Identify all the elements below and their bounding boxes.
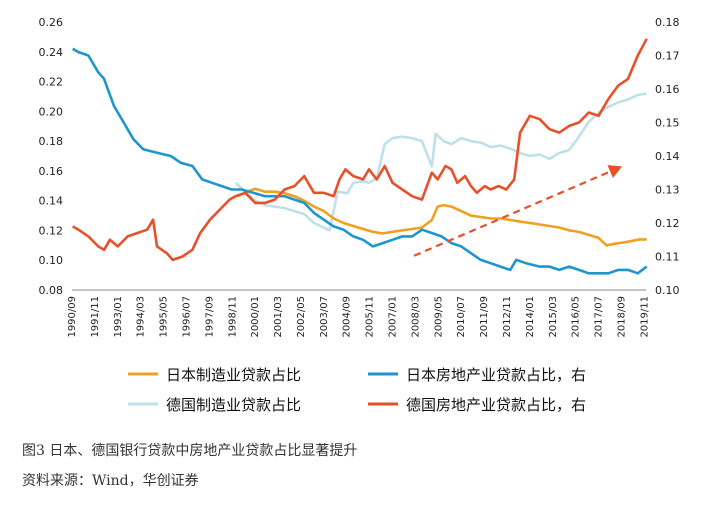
right-tick-label: 0.10 xyxy=(655,284,680,297)
right-tick-label: 0.17 xyxy=(655,50,680,63)
x-tick-label: 2011/09 xyxy=(479,296,490,338)
x-tick-label: 2019/11 xyxy=(639,296,650,338)
right-tick-label: 0.15 xyxy=(655,117,680,130)
legend-label-japan-manufacturing: 日本制造业贷款占比 xyxy=(166,366,301,384)
x-tick-label: 2012/11 xyxy=(502,296,513,338)
left-tick-label: 0.20 xyxy=(39,105,64,118)
series-germany-real-estate xyxy=(72,38,648,262)
source-note: 资料来源：Wind，华创证券 xyxy=(22,473,199,489)
x-tick-label: 2002/05 xyxy=(296,296,307,338)
x-tick-label: 1993/01 xyxy=(113,296,124,338)
left-tick-label: 0.24 xyxy=(39,46,64,59)
x-tick-label: 2010/07 xyxy=(456,296,467,338)
right-tick-label: 0.14 xyxy=(655,150,680,163)
left-tick-label: 0.12 xyxy=(39,224,64,237)
x-tick-label: 1994/03 xyxy=(136,296,147,338)
left-tick-label: 0.18 xyxy=(39,135,64,148)
series-japan-real-estate xyxy=(72,47,648,275)
legend-label-germany-manufacturing: 德国制造业贷款占比 xyxy=(166,396,301,414)
x-tick-label: 2001/03 xyxy=(273,296,284,338)
x-axis: 1990/09 1991/11 1993/01 1994/03 1995/05 1996/… xyxy=(67,296,650,338)
left-tick-label: 0.26 xyxy=(39,16,64,29)
left-tick-label: 0.22 xyxy=(39,76,64,89)
x-tick-label: 1995/05 xyxy=(159,296,170,338)
x-tick-label: 2016/05 xyxy=(571,296,582,338)
series-germany-manufacturing xyxy=(234,92,647,232)
left-tick-label: 0.10 xyxy=(39,254,64,267)
right-tick-label: 0.13 xyxy=(655,184,680,197)
left-tick-label: 0.16 xyxy=(39,165,64,178)
x-tick-label: 2018/09 xyxy=(616,296,627,338)
legend: 日本制造业贷款占比 日本房地产业贷款占比，右 德国制造业贷款占比 德国房地产业贷… xyxy=(128,366,586,414)
x-tick-label: 2008/03 xyxy=(410,296,421,338)
x-tick-label: 1996/07 xyxy=(181,296,192,338)
right-axis: 0.10 0.11 0.12 0.13 0.14 0.15 0.16 0.17 0.18 xyxy=(655,16,680,297)
x-tick-label: 2014/01 xyxy=(525,296,536,338)
figure-caption: 图3 日本、德国银行贷款中房地产业贷款占比显著提升 xyxy=(22,443,358,459)
series-japan-manufacturing xyxy=(236,187,647,247)
left-axis: 0.08 0.10 0.12 0.14 0.16 0.18 0.20 0.22 0.24 0.26 xyxy=(39,16,64,297)
x-tick-label: 2017/07 xyxy=(594,296,605,338)
trend-annotation xyxy=(413,165,623,257)
x-tick-label: 2003/07 xyxy=(319,296,330,338)
x-tick-label: 1991/11 xyxy=(90,296,101,338)
right-tick-label: 0.11 xyxy=(655,251,680,264)
x-tick-label: 2015/03 xyxy=(548,296,559,338)
x-tick-label: 2009/05 xyxy=(433,296,444,338)
trend-arrow-line xyxy=(413,170,611,257)
x-tick-label: 2000/01 xyxy=(250,296,261,338)
right-tick-label: 0.12 xyxy=(655,217,680,230)
x-tick-label: 2004/09 xyxy=(342,296,353,338)
legend-label-germany-real-estate: 德国房地产业贷款占比，右 xyxy=(406,396,586,414)
right-tick-label: 0.18 xyxy=(655,16,680,29)
x-tick-label: 1998/11 xyxy=(227,296,238,338)
left-tick-label: 0.14 xyxy=(39,195,64,208)
x-tick-label: 2007/01 xyxy=(388,296,399,338)
right-tick-label: 0.16 xyxy=(655,83,680,96)
trend-arrow-head xyxy=(607,165,623,178)
x-tick-label: 1997/09 xyxy=(204,296,215,338)
x-tick-label: 2005/11 xyxy=(365,296,376,338)
left-tick-label: 0.08 xyxy=(39,284,64,297)
x-tick-label: 1990/09 xyxy=(67,296,78,338)
legend-label-japan-real-estate: 日本房地产业贷款占比，右 xyxy=(406,366,586,384)
series-layer xyxy=(72,38,648,275)
